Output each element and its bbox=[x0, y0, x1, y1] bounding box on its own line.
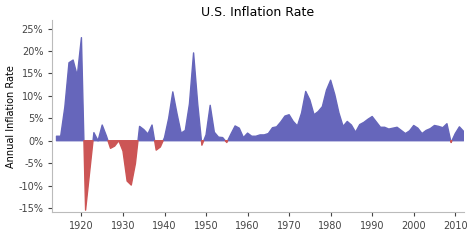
Y-axis label: Annual Inflation Rate: Annual Inflation Rate bbox=[6, 65, 16, 168]
Title: U.S. Inflation Rate: U.S. Inflation Rate bbox=[201, 5, 315, 18]
